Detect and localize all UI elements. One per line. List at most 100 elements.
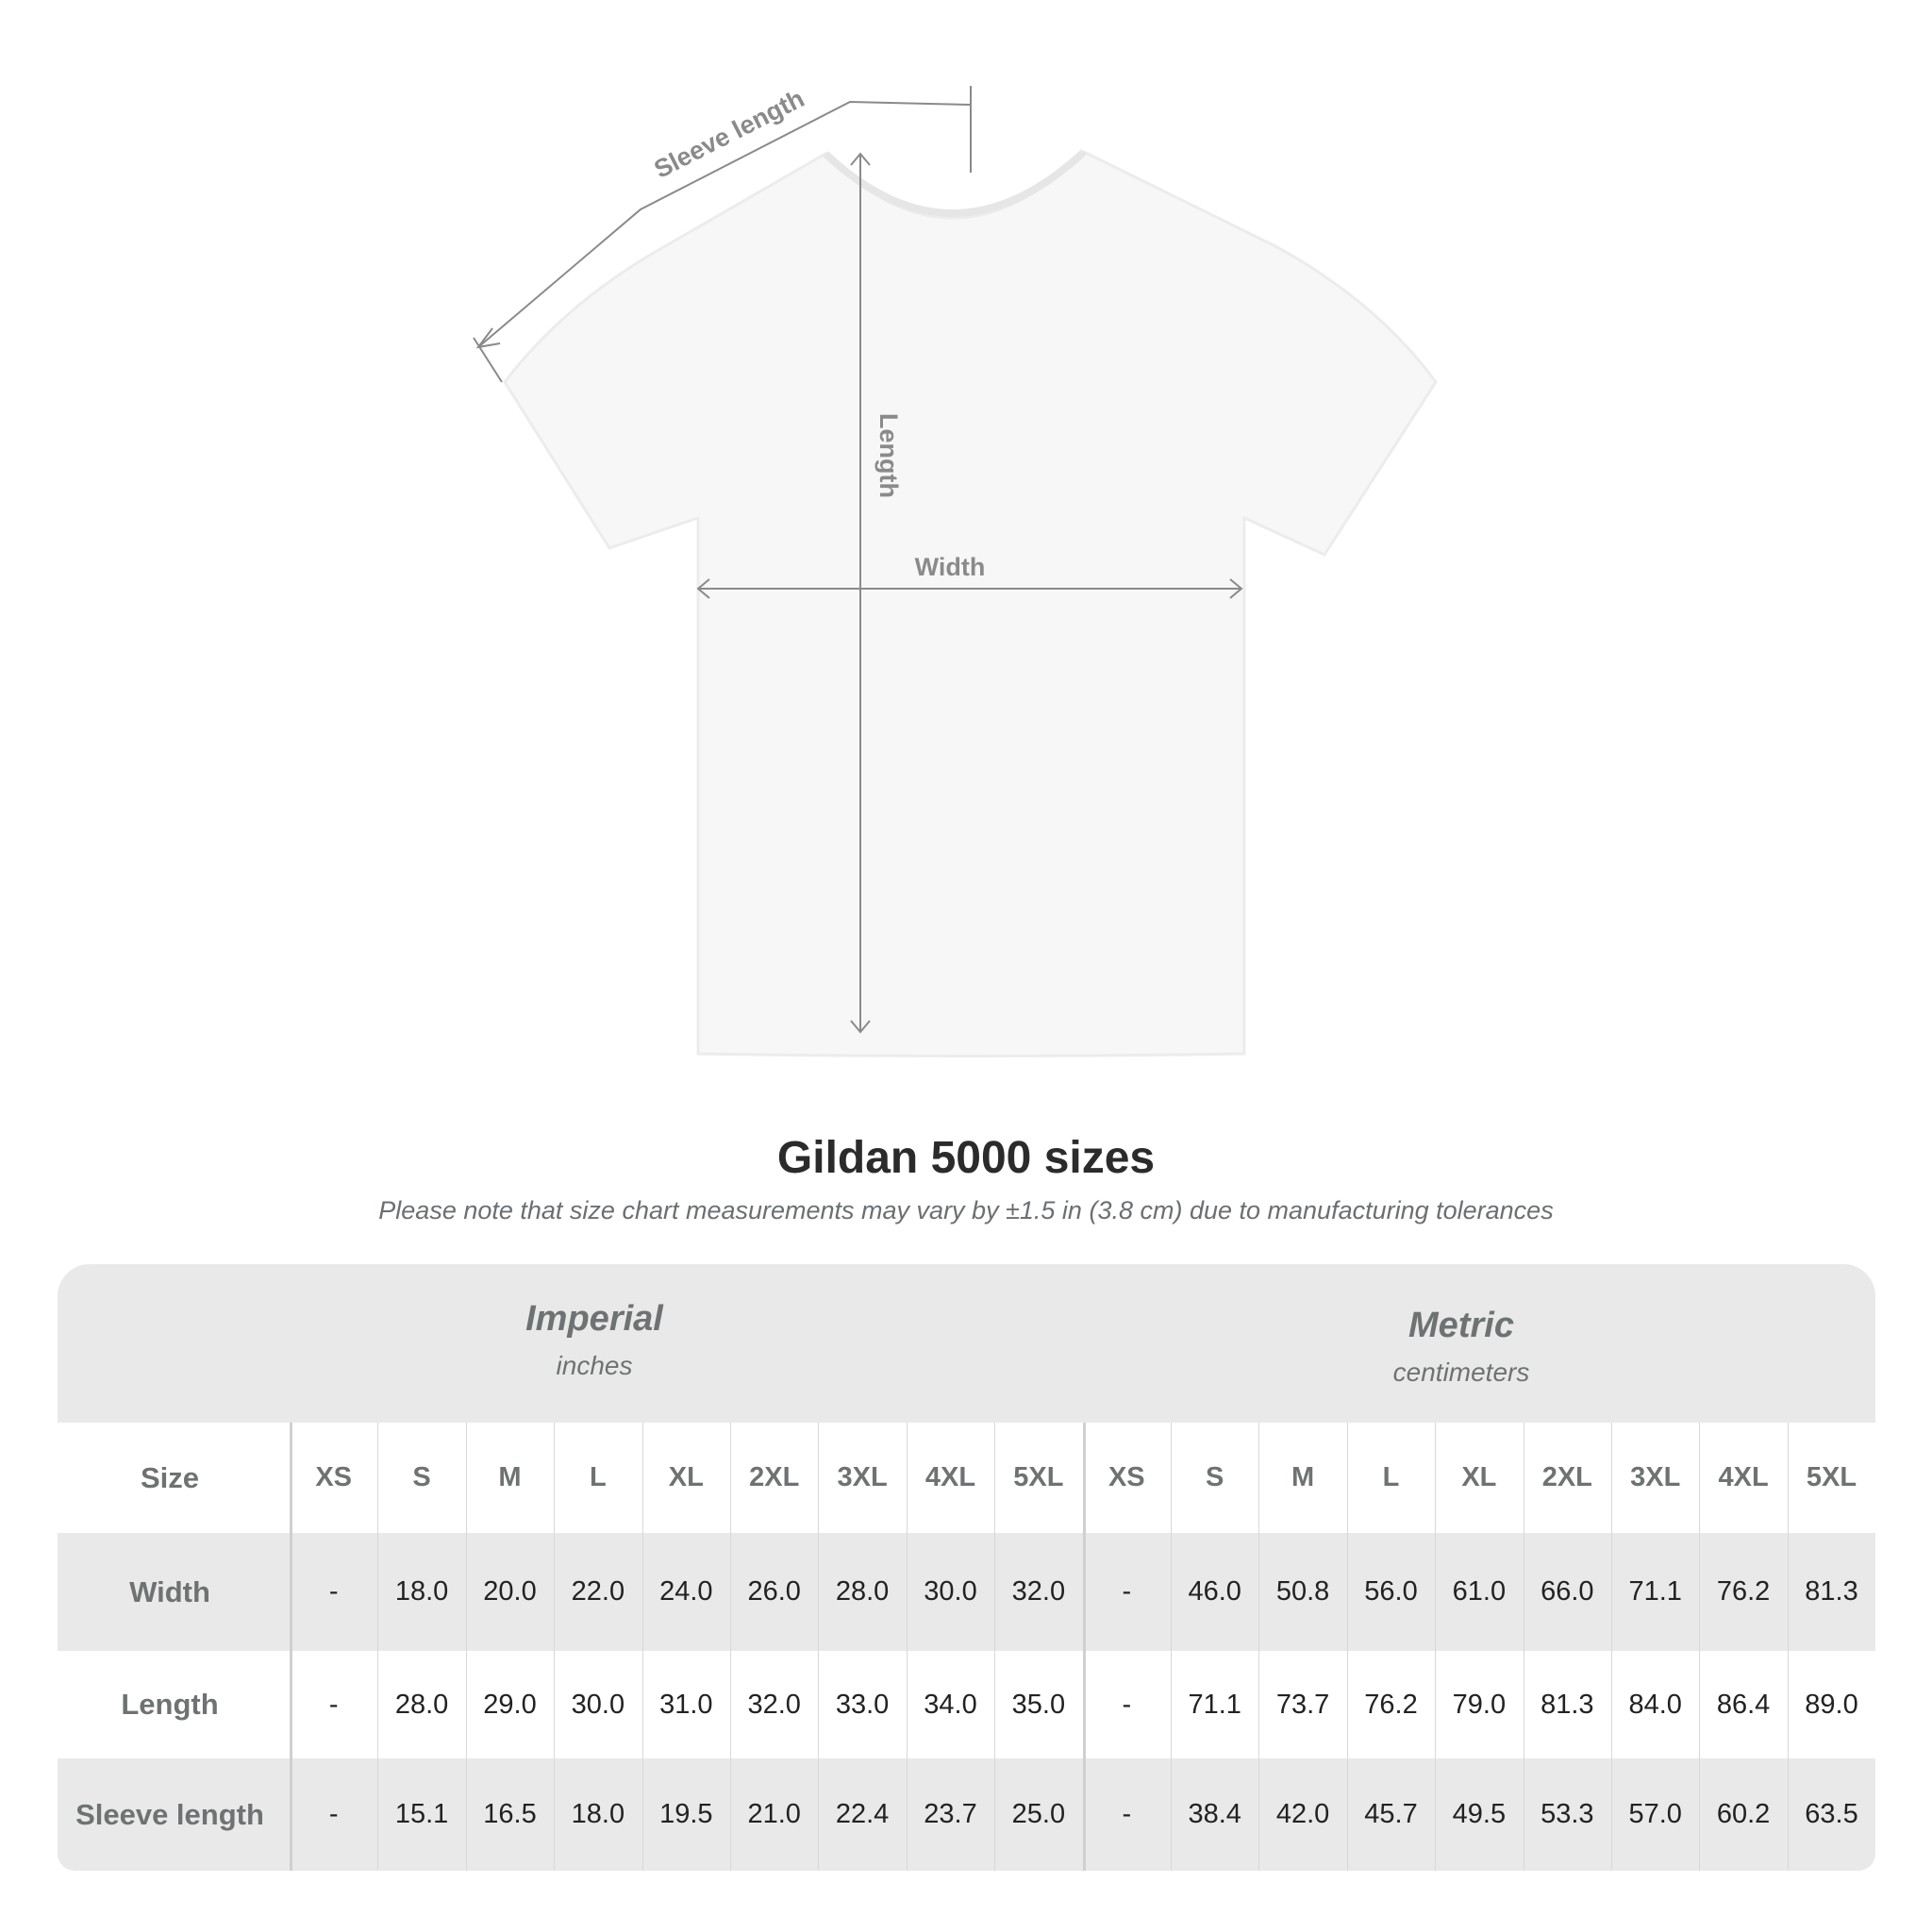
imperial-title: Imperial <box>525 1299 663 1339</box>
metric-size-m: M <box>1291 1462 1315 1492</box>
imperial-value-cell: 19.5 <box>659 1799 713 1829</box>
length-arrow-top <box>850 152 871 166</box>
column-divider <box>377 1423 379 1871</box>
imperial-size-4xl: 4XL <box>924 1462 976 1492</box>
width-arrow-right <box>1229 578 1243 599</box>
tolerance-note: Please note that size chart measurements… <box>378 1196 1554 1224</box>
imperial-size-xs: XS <box>315 1462 353 1492</box>
metric-size-s: S <box>1206 1462 1224 1492</box>
imperial-value-cell: 33.0 <box>835 1689 890 1720</box>
imperial-value-cell: 30.0 <box>571 1689 625 1720</box>
imperial-size-s: S <box>412 1462 431 1492</box>
imperial-value-cell: 32.0 <box>1011 1576 1066 1607</box>
metric-value-cell: 66.0 <box>1541 1576 1594 1607</box>
column-divider <box>906 1423 908 1871</box>
metric-value-cell: 46.0 <box>1188 1576 1241 1607</box>
imperial-value-cell: 28.0 <box>835 1576 890 1607</box>
column-divider <box>994 1423 996 1871</box>
metric-value-cell: 71.1 <box>1628 1576 1682 1607</box>
imperial-value-cell: 22.4 <box>835 1799 890 1829</box>
column-divider <box>1699 1423 1701 1871</box>
row-label: Width <box>129 1574 210 1608</box>
sleeve-length-start-tick <box>473 337 503 383</box>
metric-size-xl: XL <box>1461 1462 1497 1492</box>
metric-value-cell: 42.0 <box>1275 1799 1330 1829</box>
tshirt-measurement-diagram: Sleeve length Length Width <box>473 84 1438 1058</box>
column-divider <box>1082 1423 1086 1871</box>
imperial-value-cell: 29.0 <box>483 1689 537 1720</box>
imperial-value-cell: 32.0 <box>747 1689 801 1720</box>
metric-header: Metric centimeters <box>1225 1306 1697 1388</box>
imperial-value-cell: 25.0 <box>1011 1799 1066 1829</box>
row-band-sleeve <box>58 1758 1875 1871</box>
imperial-size-5xl: 5XL <box>1013 1462 1064 1492</box>
imperial-value-cell: 22.0 <box>571 1576 625 1607</box>
metric-value-cell: 71.1 <box>1188 1689 1241 1720</box>
sleeve-arrow-head <box>475 327 501 349</box>
metric-value-cell: 63.5 <box>1805 1799 1858 1829</box>
metric-value-cell: 79.0 <box>1452 1689 1507 1720</box>
imperial-value-cell: - <box>328 1689 339 1720</box>
column-divider <box>465 1423 467 1871</box>
metric-title: Metric <box>1408 1306 1514 1345</box>
column-divider <box>1258 1423 1260 1871</box>
imperial-value-cell: 30.0 <box>924 1576 977 1607</box>
metric-value-cell: 81.3 <box>1541 1689 1594 1720</box>
metric-value-cell: 53.3 <box>1541 1799 1594 1829</box>
column-divider <box>554 1423 556 1871</box>
metric-value-cell: - <box>1122 1799 1132 1829</box>
metric-size-2xl: 2XL <box>1541 1462 1592 1492</box>
size-header-label: Size <box>140 1460 200 1494</box>
page-title: Gildan 5000 sizes <box>776 1133 1156 1183</box>
metric-value-cell: 57.0 <box>1628 1799 1682 1829</box>
imperial-size-m: M <box>498 1462 522 1492</box>
metric-size-5xl: 5XL <box>1806 1462 1857 1492</box>
metric-size-l: L <box>1382 1462 1400 1492</box>
metric-value-cell: 73.7 <box>1275 1689 1330 1720</box>
metric-value-cell: - <box>1122 1576 1132 1607</box>
imperial-value-cell: 23.7 <box>924 1799 977 1829</box>
imperial-value-cell: 20.0 <box>483 1576 537 1607</box>
imperial-value-cell: 18.0 <box>394 1576 449 1607</box>
metric-value-cell: 76.2 <box>1364 1689 1418 1720</box>
imperial-value-cell: 31.0 <box>659 1689 713 1720</box>
imperial-value-cell: 16.5 <box>483 1799 537 1829</box>
row-band-width <box>58 1533 1875 1651</box>
metric-size-4xl: 4XL <box>1718 1462 1769 1492</box>
column-divider <box>730 1423 731 1871</box>
metric-value-cell: 38.4 <box>1188 1799 1241 1829</box>
length-label: Length <box>874 413 903 498</box>
column-divider <box>1346 1423 1348 1871</box>
width-arrow-left <box>696 578 710 599</box>
metric-value-cell: 61.0 <box>1452 1576 1507 1607</box>
column-divider <box>1435 1423 1437 1871</box>
row-label: Sleeve length <box>75 1797 264 1831</box>
row-label: Length <box>121 1688 219 1721</box>
column-divider <box>818 1423 820 1871</box>
collar <box>823 149 1087 217</box>
metric-value-cell: 45.7 <box>1364 1799 1418 1829</box>
metric-value-cell: - <box>1122 1689 1132 1720</box>
imperial-unit: inches <box>556 1351 633 1380</box>
imperial-value-cell: 28.0 <box>394 1689 449 1720</box>
imperial-value-cell: - <box>328 1799 339 1829</box>
imperial-value-cell: 24.0 <box>659 1576 713 1607</box>
metric-value-cell: 49.5 <box>1452 1799 1507 1829</box>
imperial-value-cell: 35.0 <box>1011 1689 1066 1720</box>
column-divider <box>1787 1423 1789 1871</box>
imperial-size-2xl: 2XL <box>749 1462 800 1492</box>
metric-value-cell: 89.0 <box>1805 1689 1858 1720</box>
metric-value-cell: 56.0 <box>1364 1576 1418 1607</box>
imperial-size-3xl: 3XL <box>837 1462 888 1492</box>
imperial-value-cell: - <box>328 1576 339 1607</box>
metric-value-cell: 60.2 <box>1716 1799 1771 1829</box>
imperial-value-cell: 21.0 <box>747 1799 801 1829</box>
width-label: Width <box>915 553 986 581</box>
length-arrow-bottom <box>850 1020 871 1034</box>
imperial-value-cell: 34.0 <box>924 1689 977 1720</box>
imperial-value-cell: 15.1 <box>394 1799 449 1829</box>
metric-value-cell: 50.8 <box>1275 1576 1330 1607</box>
imperial-size-l: L <box>590 1462 607 1492</box>
metric-value-cell: 76.2 <box>1716 1576 1771 1607</box>
tshirt-image <box>503 150 1438 1058</box>
